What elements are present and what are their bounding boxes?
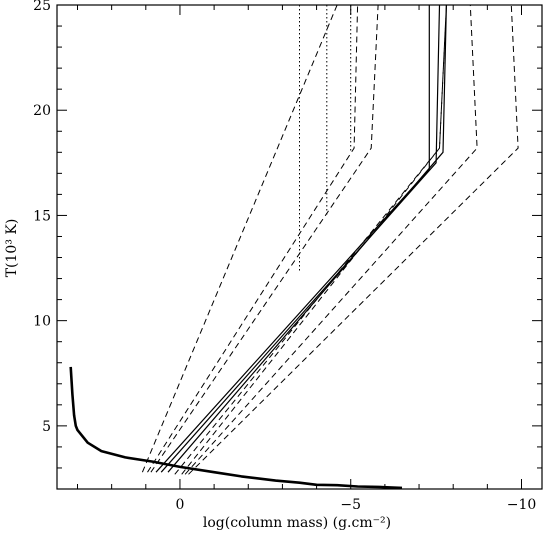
y-tick-label: 15 [33, 208, 51, 224]
x-tick-label: 0 [175, 497, 184, 513]
series-line-13 [184, 4, 478, 475]
series-line-11 [174, 4, 447, 475]
x-tick-label: −5 [340, 497, 361, 513]
x-axis-title: log(column mass) (g.cm⁻²) [203, 515, 391, 531]
series-line-1 [69, 366, 403, 490]
y-axis-title: T(10³ K) [4, 219, 20, 278]
x-tick-label: −10 [507, 497, 537, 513]
series-line-12 [181, 4, 447, 475]
series-line-14 [188, 4, 519, 475]
series-line-7 [150, 4, 379, 473]
y-tick-label: 5 [42, 419, 51, 435]
series-line-9 [160, 4, 441, 473]
series-line-8 [155, 5, 430, 473]
tick-layer: 5 10 15 20 25 0 −5 −10 [33, 0, 542, 513]
y-tick-label: 20 [33, 103, 51, 119]
y-tick-label: 10 [33, 314, 51, 330]
series-line-6 [147, 4, 359, 473]
series-line-10 [167, 4, 447, 473]
series-line-5 [141, 4, 338, 473]
series-layer [69, 4, 519, 490]
y-tick-label: 25 [33, 0, 51, 14]
